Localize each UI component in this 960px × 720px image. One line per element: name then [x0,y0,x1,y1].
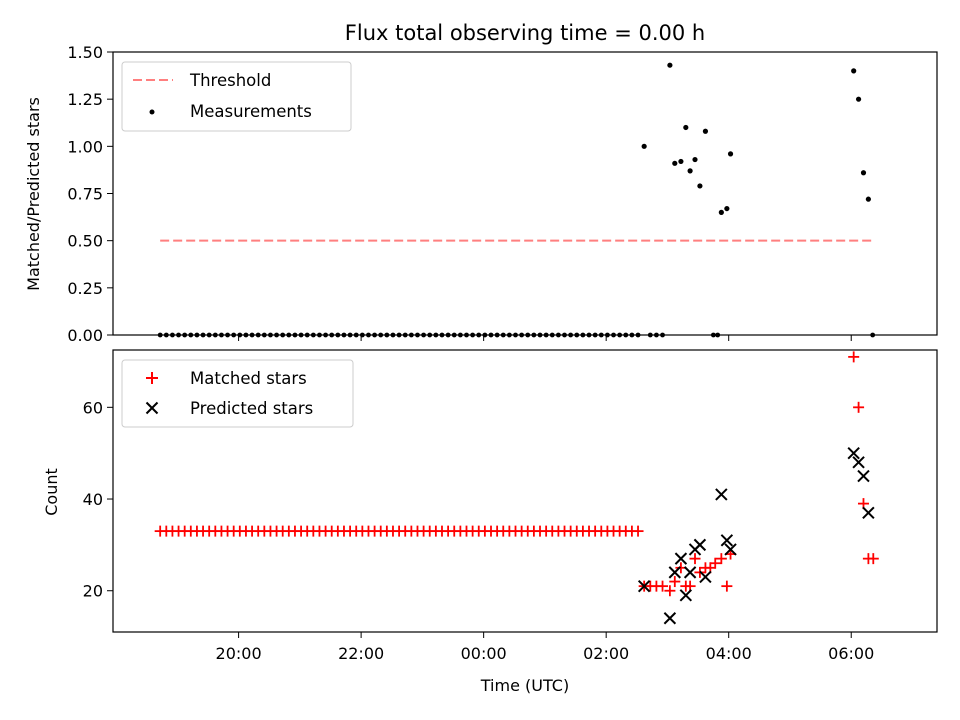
measurement-point [641,143,647,149]
predicted-star-point [852,456,865,469]
measurement-point [724,205,730,212]
legend-measurements-swatch [149,109,155,115]
matched-star-point [689,553,701,565]
x-tick-label: 22:00 [338,644,384,663]
matched-star-point [709,557,721,569]
bottom-plot-marks [154,351,879,625]
top-y-tick-label: 1.50 [67,43,103,62]
predicted-star-point [674,552,688,565]
matched-star-point [657,580,669,592]
top-y-tick-label: 1.00 [67,137,103,156]
matched-star-point [669,576,681,588]
legend-matched-swatch [146,372,158,384]
measurement-point [697,183,703,189]
measurement-point [702,128,709,134]
top-plot-frame [112,51,938,336]
legend-predicted-label: Predicted stars [190,399,313,418]
bottom-plot: 20 40 60 20:00 22:00 00:00 02:00 04:00 06:00 Co… [42,349,938,695]
bottom-y-ticks: 20 40 60 [83,398,113,601]
predicted-star-point [720,534,734,547]
x-tick-label: 20:00 [216,644,262,663]
predicted-star-point [862,506,875,519]
top-y-tick-label: 0.75 [67,185,103,204]
top-y-tick-label: 0.00 [67,326,103,345]
x-tick-label: 04:00 [706,644,752,663]
measurement-point [672,160,678,166]
predicted-star-point [847,446,860,460]
predicted-star-point [663,612,677,625]
measurement-point [718,209,724,215]
predicted-star-point [715,488,728,501]
top-y-tick-label: 0.25 [67,279,103,298]
top-y-axis-label: Matched/Predicted stars [24,97,43,291]
matched-star-point [664,585,676,597]
legend-predicted-swatch [145,401,159,415]
measurement-point [860,170,867,176]
measurement-point [667,62,673,68]
measurement-point [727,151,734,157]
chart-title: Flux total observing time = 0.00 h [345,21,705,45]
predicted-star-point [668,566,681,579]
matched-star-point [867,553,879,565]
predicted-star-point [699,570,712,584]
x-axis-label: Time (UTC) [480,676,569,695]
bottom-x-ticks: 20:00 22:00 00:00 02:00 04:00 06:00 [216,632,874,663]
bottom-y-tick-label: 40 [83,490,103,509]
legend-threshold-label: Threshold [189,71,271,90]
measurement-point [865,196,871,202]
top-y-tick-label: 0.50 [67,232,103,251]
predicted-star-point [693,538,707,552]
predicted-star-point [679,589,693,602]
measurement-point [692,156,698,163]
predicted-star-point [724,543,737,556]
top-y-ticks: 0.00 0.25 0.50 0.75 1.00 1.25 1.50 [67,43,113,345]
measurement-point [678,158,684,165]
top-plot: 0.00 0.25 0.50 0.75 1.00 1.25 1.50 Matched/Pre… [24,43,938,345]
matched-star-point [853,401,865,413]
predicted-star-point [857,469,870,483]
measurement-point [687,168,693,174]
top-legend: Threshold Measurements [121,61,352,132]
x-tick-label: 06:00 [828,644,874,663]
bottom-plot-frame [112,349,938,633]
matched-star-point [721,580,733,592]
matched-star-point [848,351,860,363]
predicted-star-point [683,566,697,579]
measurement-point [851,68,857,74]
matched-star-point [632,525,644,537]
top-y-tick-label: 1.25 [67,90,103,109]
x-tick-label: 00:00 [461,644,507,663]
matched-star-point [715,553,727,565]
measurement-point [683,124,689,131]
predicted-star-point [637,579,651,593]
bottom-y-tick-label: 60 [83,398,103,417]
bottom-legend-box [121,359,354,428]
measurement-point [855,96,862,102]
legend-measurements-label: Measurements [190,102,312,121]
legend-matched-label: Matched stars [190,369,307,388]
top-legend-box [121,61,352,132]
x-tick-label: 02:00 [583,644,629,663]
bottom-y-tick-label: 20 [83,582,103,601]
bottom-y-axis-label: Count [42,468,61,516]
bottom-legend: Matched stars Predicted stars [121,359,354,428]
